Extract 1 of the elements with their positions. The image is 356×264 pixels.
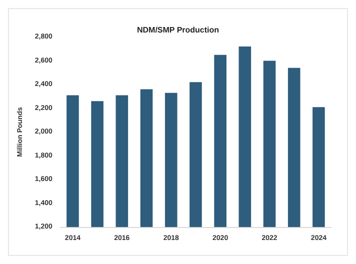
- chart-title: NDM/SMP Production: [136, 26, 220, 34]
